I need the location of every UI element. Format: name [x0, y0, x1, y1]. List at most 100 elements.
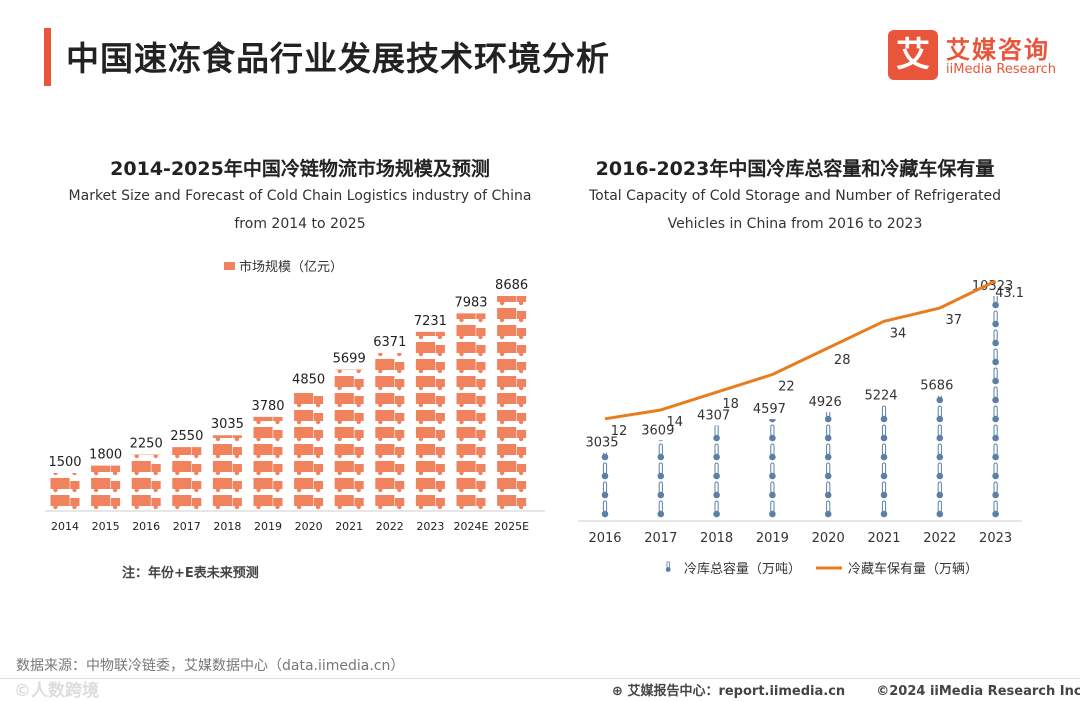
thermometer-icon	[992, 481, 999, 499]
thermometer-stack	[769, 419, 776, 518]
right-legend: 冷库总容量（万吨） 冷藏车保有量（万辆）	[665, 561, 978, 577]
thermometer-icon	[657, 500, 665, 518]
title-accent-bar	[44, 28, 51, 86]
watermark: ©人数跨境	[14, 681, 99, 701]
x-tick-label: 2023	[979, 531, 1012, 546]
truck-stack	[172, 447, 202, 510]
thermometer-icon	[824, 481, 832, 499]
left-chart-title: 2014-2025年中国冷链物流市场规模及预测	[110, 158, 490, 180]
bar-value-label: 5699	[333, 352, 366, 367]
thermometer-icon	[992, 386, 999, 404]
truck-icon	[334, 393, 364, 408]
truck-icon	[294, 410, 324, 425]
truck-icon	[172, 447, 202, 459]
left-chart-subtitle: Market Size and Forecast of Cold Chain L…	[40, 182, 560, 238]
truck-icon	[294, 461, 324, 476]
capacity-bar-2022: 5686 2022	[920, 379, 956, 546]
truck-icon	[294, 427, 324, 442]
truck-stack	[294, 393, 324, 510]
bar-value-label: 7231	[414, 314, 447, 329]
legend-capacity-label: 冷库总容量（万吨）	[684, 561, 801, 577]
bar-value-label: 3780	[251, 399, 284, 414]
thermometer-stack	[657, 440, 665, 518]
thermometer-icon	[657, 443, 665, 461]
left-legend: 市场规模（亿元）	[224, 259, 343, 275]
truck-icon	[375, 461, 405, 476]
truck-stack	[334, 369, 364, 510]
right-chart-subtitle-line-2: Vehicles in China from 2016 to 2023	[667, 216, 923, 232]
thermometer-icon	[658, 440, 664, 442]
truck-icon	[212, 478, 242, 493]
left-chart-subtitle-line-2: from 2014 to 2025	[234, 216, 366, 232]
bar-2020: 4850 2020	[292, 373, 325, 533]
bar-value-label: 1500	[48, 455, 81, 470]
truck-stack	[456, 313, 486, 510]
footer-report-link[interactable]: 艾媒报告中心：report.iimedia.cn	[627, 684, 846, 699]
bar-value-label: 8686	[495, 278, 528, 293]
thermometer-icon	[992, 310, 999, 328]
truck-icon	[334, 461, 364, 476]
thermometer-icon	[992, 462, 999, 480]
logo-en-text: iiMedia Research	[946, 62, 1057, 77]
x-tick-label: 2014	[51, 520, 79, 533]
thermometer-icon	[824, 424, 832, 442]
truck-icon	[497, 359, 527, 374]
x-tick-label: 2017	[644, 531, 677, 546]
thermometer-icon	[824, 462, 832, 480]
thermometer-icon	[657, 462, 665, 480]
truck-icon	[415, 410, 445, 425]
x-tick-label: 2015	[92, 520, 120, 533]
truck-icon	[375, 444, 405, 459]
truck-icon	[131, 461, 161, 476]
thermometer-icon	[601, 481, 609, 499]
capacity-value-label: 5686	[920, 379, 953, 394]
truck-icon	[415, 444, 445, 459]
thermometer-icon	[601, 500, 609, 518]
thermometer-icon	[992, 348, 999, 366]
truck-icon	[212, 461, 242, 476]
thermometer-stack	[601, 452, 609, 518]
x-tick-label: 2022	[376, 520, 404, 533]
truck-icon	[334, 427, 364, 442]
truck-icon	[456, 427, 486, 442]
capacity-value-label: 10323	[972, 279, 1013, 294]
thermometer-icon	[880, 500, 888, 518]
thermometer-icon	[713, 443, 720, 461]
bar-value-label: 7983	[454, 295, 487, 310]
x-tick-label: 2019	[254, 520, 282, 533]
thermometer-icon	[936, 462, 944, 480]
thermometer-icon	[713, 500, 720, 518]
bar-value-label: 6371	[373, 335, 406, 350]
thermometer-icon	[936, 424, 944, 442]
x-tick-label: 2025E	[494, 520, 529, 533]
truck-icon	[91, 465, 121, 476]
truck-icon	[456, 410, 486, 425]
x-tick-label: 2022	[923, 531, 956, 546]
page-title: 中国速冻食品行业发展技术环境分析	[66, 39, 610, 78]
footer: ⊕ 艾媒报告中心：report.iimedia.cn ©2024 iiMedia…	[612, 680, 1080, 699]
capacity-value-label: 3609	[641, 423, 674, 438]
truck-icon	[415, 376, 445, 391]
truck-icon	[415, 495, 445, 510]
bar-value-label: 2250	[130, 437, 163, 452]
truck-icon	[456, 359, 486, 374]
truck-icon	[131, 454, 161, 459]
thermometer-stack	[713, 425, 720, 518]
truck-icon	[415, 478, 445, 493]
thermometer-icon	[936, 500, 944, 518]
bar-2014: 1500 2014	[48, 455, 81, 533]
x-tick-label: 2016	[132, 520, 160, 533]
truck-icon	[50, 495, 80, 510]
thermometer-icon	[769, 500, 776, 518]
truck-icon	[497, 461, 527, 476]
truck-icon	[456, 478, 486, 493]
thermometer-icon	[992, 405, 999, 423]
truck-icon	[497, 444, 527, 459]
vehicle-value-label: 28	[834, 353, 851, 368]
thermometer-icon	[880, 462, 888, 480]
bar-2016: 2250 2016	[130, 437, 163, 533]
truck-icon	[50, 478, 80, 493]
truck-icon	[334, 495, 364, 510]
truck-icon	[375, 427, 405, 442]
capacity-bar-2017: 3609 2017	[641, 423, 677, 546]
